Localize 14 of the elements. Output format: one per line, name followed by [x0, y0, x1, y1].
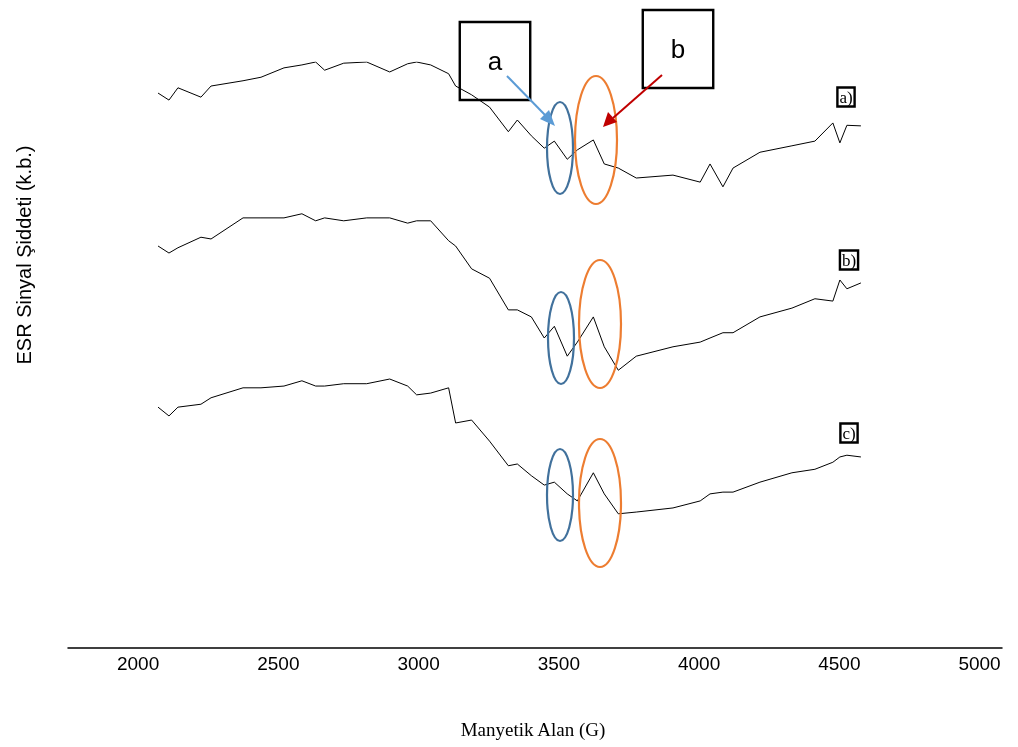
x-tick-label: 4500 [818, 653, 861, 674]
annotation: b) [841, 250, 857, 270]
x-tick-label: 5000 [958, 653, 1001, 674]
x-tick-label: 4000 [677, 653, 721, 674]
annotation: b [670, 34, 686, 64]
annotation: a) [839, 87, 853, 107]
y-axis-title: ESR Sinyal Şiddeti (k.b.) [13, 145, 35, 365]
annotation: a [487, 46, 503, 76]
x-tick-label: 2500 [257, 653, 300, 674]
x-tick-label: 2000 [116, 653, 160, 674]
x-tick-label: 3000 [397, 653, 440, 674]
annotation: c) [842, 423, 856, 443]
x-axis-title: Manyetik Alan (G) [460, 718, 606, 741]
x-tick-label: 3500 [537, 653, 580, 674]
